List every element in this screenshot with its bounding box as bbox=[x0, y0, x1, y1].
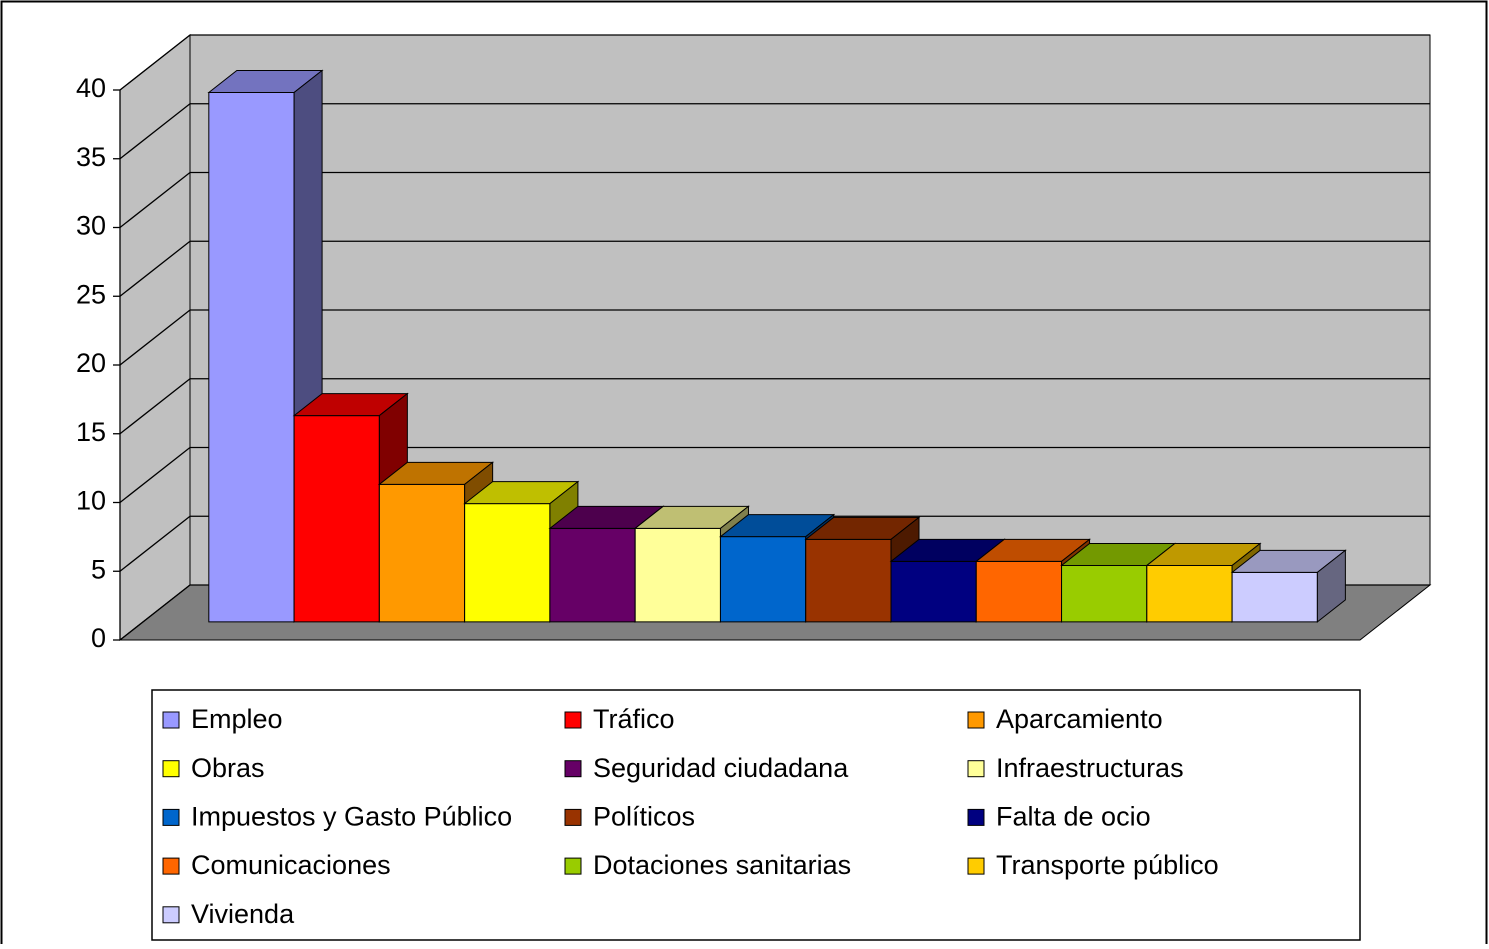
legend-swatch bbox=[967, 711, 985, 729]
legend-label: Infraestructuras bbox=[996, 753, 1184, 783]
bar-front bbox=[975, 560, 1063, 623]
grid-line bbox=[119, 103, 1430, 160]
legend-label: Falta de ocio bbox=[996, 802, 1151, 832]
legend-label: Empleo bbox=[191, 704, 283, 734]
legend-swatch bbox=[162, 857, 180, 875]
bar-front bbox=[1146, 564, 1233, 623]
bar-front bbox=[634, 527, 721, 623]
grid-line bbox=[119, 171, 1430, 229]
bar-front bbox=[805, 538, 892, 623]
legend bbox=[151, 689, 1361, 941]
legend-swatch bbox=[162, 906, 180, 924]
legend-swatch bbox=[967, 760, 985, 778]
grid-line bbox=[119, 34, 1430, 91]
grid-line bbox=[119, 515, 1430, 572]
bar-front bbox=[378, 483, 466, 623]
bar-front bbox=[293, 415, 380, 623]
bar-front bbox=[464, 503, 551, 623]
legend-swatch bbox=[967, 808, 985, 826]
legend-label: Aparcamiento bbox=[996, 704, 1163, 734]
legend-label: Impuestos y Gasto Público bbox=[191, 802, 512, 832]
legend-swatch bbox=[162, 711, 180, 729]
y-tick-label: 40 bbox=[76, 73, 106, 103]
bar-front bbox=[1231, 571, 1318, 623]
grid-line bbox=[119, 446, 1430, 504]
y-tick-label: 25 bbox=[76, 279, 106, 309]
legend-swatch bbox=[162, 808, 180, 826]
y-tick-label: 10 bbox=[76, 486, 106, 516]
legend-label: Políticos bbox=[593, 802, 695, 832]
y-tick-label: 35 bbox=[76, 142, 106, 172]
legend-label: Dotaciones sanitarias bbox=[593, 850, 851, 880]
legend-label: Transporte público bbox=[996, 850, 1219, 880]
bar-front bbox=[549, 527, 636, 623]
legend-swatch bbox=[564, 857, 582, 875]
bar-front bbox=[1061, 564, 1148, 623]
legend-label: Vivienda bbox=[191, 899, 295, 929]
legend-swatch bbox=[564, 808, 582, 826]
legend-swatch bbox=[162, 760, 180, 778]
y-tick-label: 5 bbox=[91, 554, 106, 584]
legend-label: Obras bbox=[191, 753, 265, 783]
legend-swatch bbox=[967, 857, 985, 875]
bar-front bbox=[719, 536, 807, 623]
bar-side bbox=[1316, 549, 1346, 623]
legend-label: Comunicaciones bbox=[191, 850, 391, 880]
y-tick-label: 20 bbox=[76, 348, 106, 378]
bar-front bbox=[890, 560, 977, 623]
bar-front bbox=[208, 91, 295, 623]
legend-swatch bbox=[564, 711, 582, 729]
grid-line bbox=[119, 240, 1430, 297]
grid-line bbox=[119, 378, 1430, 435]
y-tick-label: 30 bbox=[76, 211, 106, 241]
grid-line bbox=[119, 309, 1430, 366]
y-tick-label: 0 bbox=[91, 623, 106, 653]
legend-label: Tráfico bbox=[593, 704, 675, 734]
legend-label: Seguridad ciudadana bbox=[593, 753, 849, 783]
y-tick-label: 15 bbox=[76, 417, 106, 447]
legend-swatch bbox=[564, 760, 582, 778]
